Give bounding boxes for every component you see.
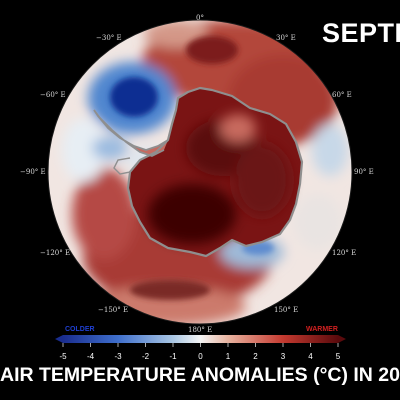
lon-label-150e: 150° E bbox=[274, 306, 299, 314]
colorbar-tick-label: -4 bbox=[86, 352, 95, 361]
lon-label-60w: −60° E bbox=[40, 91, 66, 99]
lon-label-180e: 180° E bbox=[188, 326, 213, 334]
lon-label-0: 0° bbox=[196, 14, 204, 22]
lon-label-90w: −90° E bbox=[20, 168, 46, 176]
lon-label-30w: −30° E bbox=[96, 34, 122, 42]
colorbar-warmer-label: WARMER bbox=[306, 326, 338, 333]
colorbar-tick-label: -3 bbox=[114, 352, 122, 361]
colorbar-colder-label: COLDER bbox=[65, 326, 95, 333]
peninsula-coastline bbox=[93, 109, 169, 157]
colorbar-max-arrow bbox=[338, 335, 346, 343]
colorbar-min-arrow bbox=[55, 335, 63, 343]
colorbar-tick-marks bbox=[62, 343, 339, 347]
lon-label-120w: −120° E bbox=[40, 249, 71, 257]
anomaly-field bbox=[48, 20, 352, 324]
ice-shelf-outline bbox=[113, 157, 131, 175]
lon-label-150w: −150° E bbox=[98, 306, 129, 314]
colorbar-gradient bbox=[63, 335, 338, 343]
lon-label-120e: 120° E bbox=[332, 249, 357, 257]
lon-label-30e: 30° E bbox=[276, 34, 296, 42]
map-rim bbox=[47, 19, 353, 325]
colorbar-tick-label: -5 bbox=[59, 352, 67, 361]
colorbar-tick-label: -2 bbox=[141, 352, 150, 361]
lon-label-60e: 60° E bbox=[332, 91, 352, 99]
antarctica-coastline bbox=[126, 86, 304, 258]
colorbar-tick-label: 4 bbox=[308, 352, 313, 361]
month-title: SEPTE bbox=[322, 18, 400, 48]
lon-label-90e: 90° E bbox=[354, 168, 374, 176]
colorbar-tick-label: 0 bbox=[198, 352, 203, 361]
colorbar-tick-label: -1 bbox=[169, 352, 177, 361]
colorbar-tick-label: 1 bbox=[225, 352, 231, 361]
colorbar-tick-label: 3 bbox=[280, 352, 286, 361]
footer-title: AIR TEMPERATURE ANOMALIES (°C) IN 2023 bbox=[0, 364, 400, 386]
colorbar-tick-label: 2 bbox=[253, 352, 258, 361]
colorbar-tick-label: 5 bbox=[335, 352, 341, 361]
